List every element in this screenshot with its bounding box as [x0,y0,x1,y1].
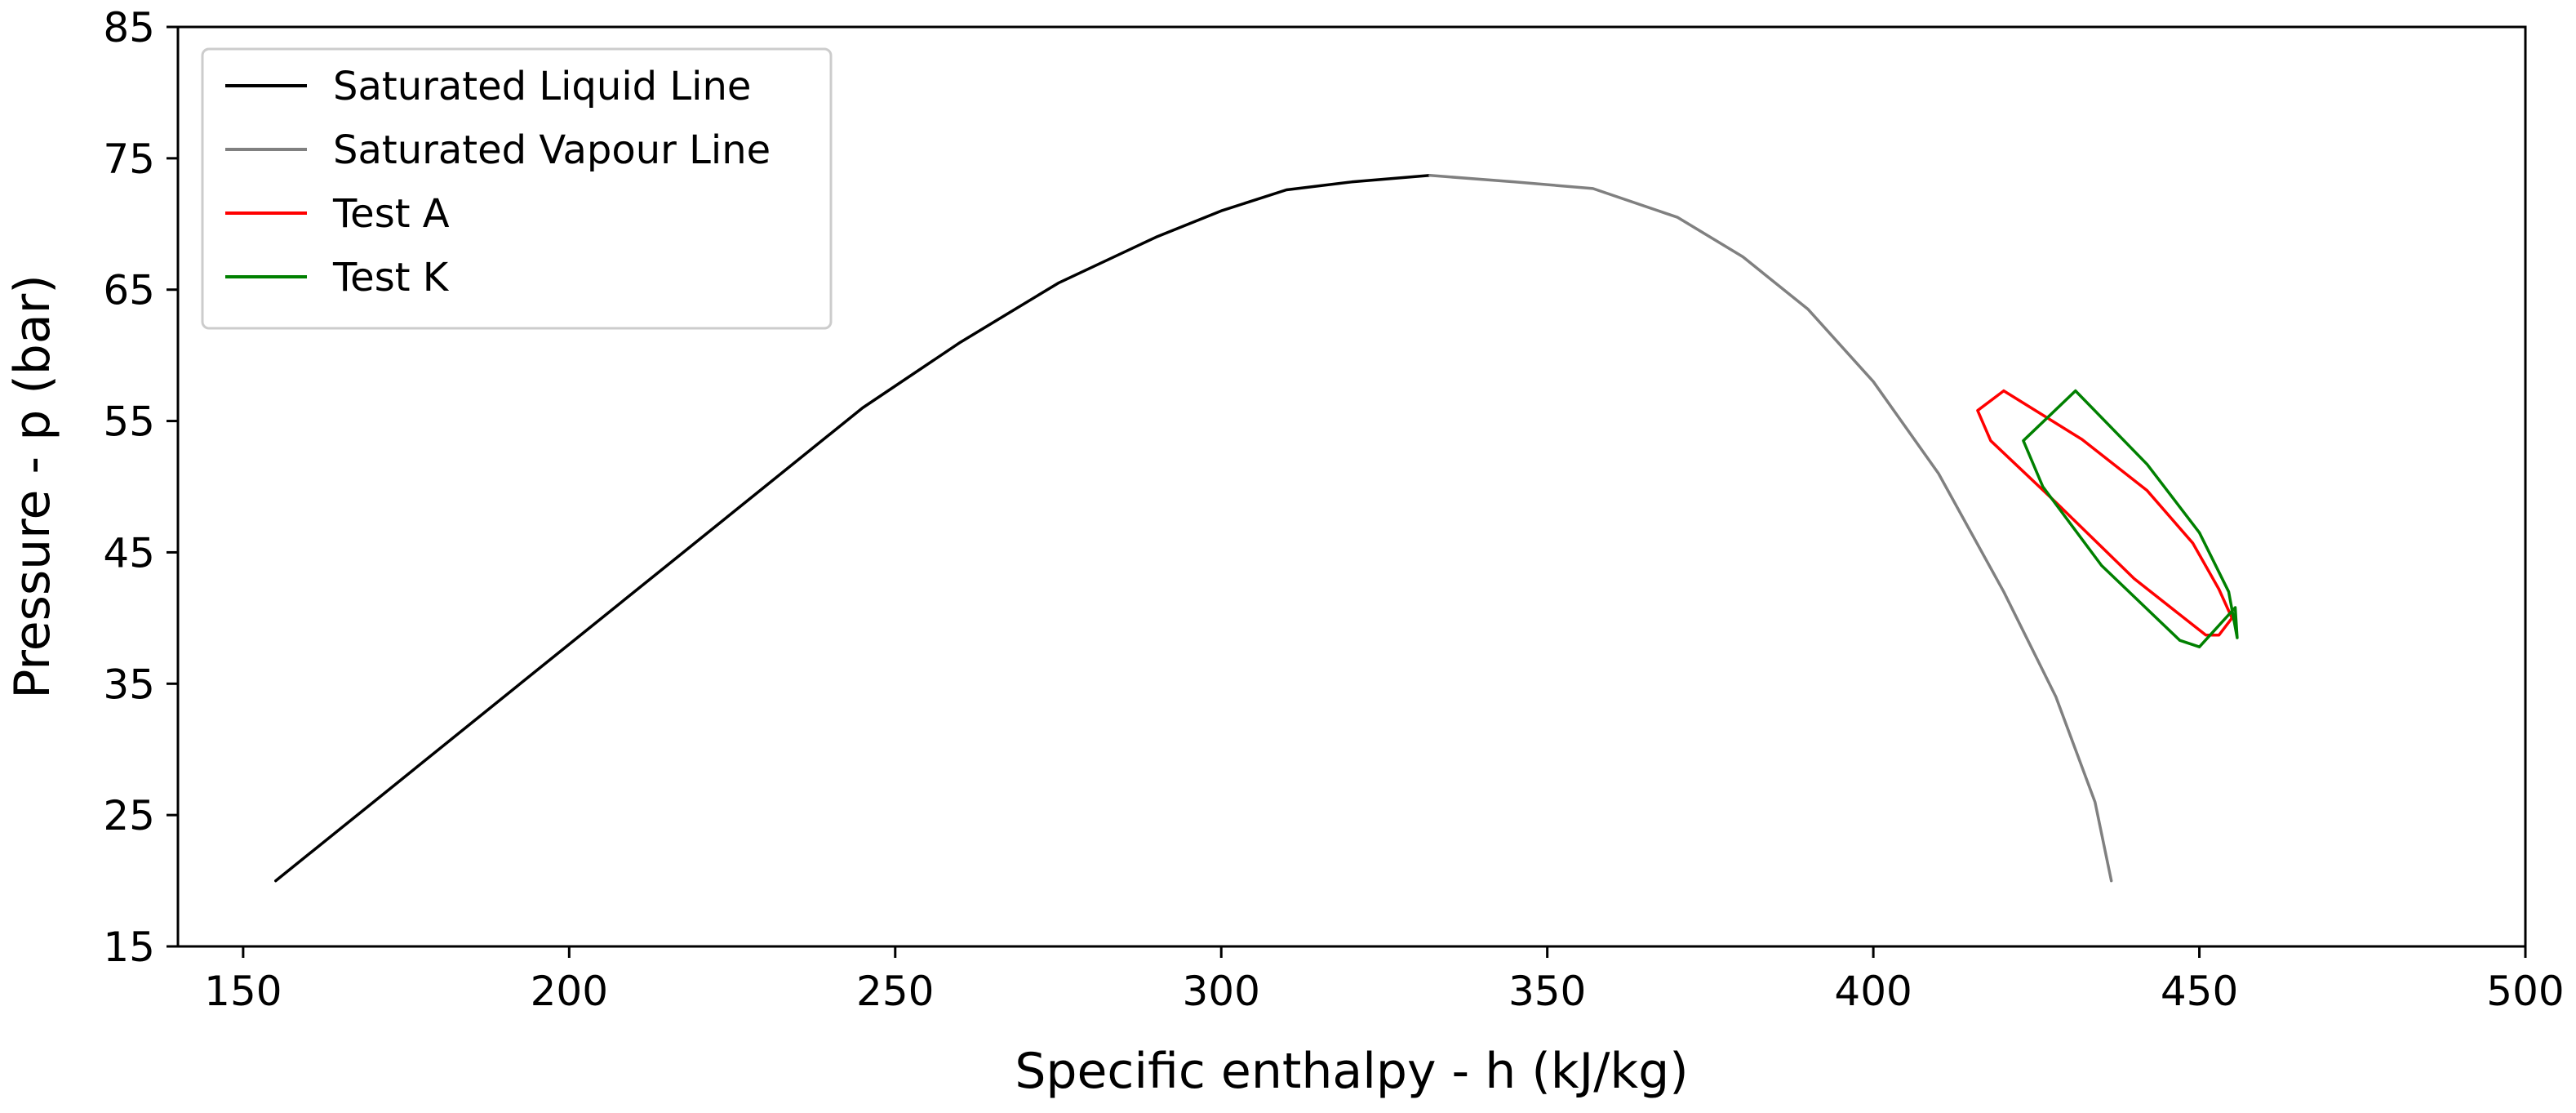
series-line-2 [1428,174,2113,883]
x-tick-label: 200 [531,968,608,1015]
y-axis-ticks: 15 25 35 45 55 65 75 85 [103,4,178,971]
y-tick-label: 35 [103,661,155,708]
x-tick-label: 350 [1508,968,1586,1015]
y-tick-label: 15 [103,924,155,971]
x-tick-label: 450 [2161,968,2238,1015]
y-tick-label: 25 [103,792,155,839]
x-tick-label: 300 [1183,968,1260,1015]
legend-box [201,47,833,330]
plot-frame [176,25,2527,948]
legend-label: Test K [332,255,450,301]
legend-label: Test A [332,191,450,237]
x-axis-ticks: 150 200 250 300 350 400 450 500 [204,946,2565,1015]
y-tick-label: 85 [103,4,155,51]
y-tick-label: 45 [103,529,155,577]
legend: Saturated Liquid Line Saturated Vapour Li… [201,47,833,330]
series-layer [274,174,2239,883]
x-tick-label: 400 [1834,968,1912,1015]
x-axis-label: Specific enthalpy - h (kJ/kg) [1015,1043,1688,1100]
y-axis-label: Pressure - p (bar) [4,274,61,699]
y-tick-label: 75 [103,136,155,183]
series-line-1 [274,174,1432,883]
series-line-3 [1976,389,2234,637]
y-tick-label: 65 [103,267,155,314]
series-line-4 [2022,389,2239,648]
x-tick-label: 150 [204,968,282,1015]
x-tick-label: 250 [856,968,934,1015]
legend-label: Saturated Liquid Line [333,64,751,109]
y-tick-label: 55 [103,398,155,446]
x-tick-label: 500 [2486,968,2564,1015]
legend-label: Saturated Vapour Line [333,127,771,173]
